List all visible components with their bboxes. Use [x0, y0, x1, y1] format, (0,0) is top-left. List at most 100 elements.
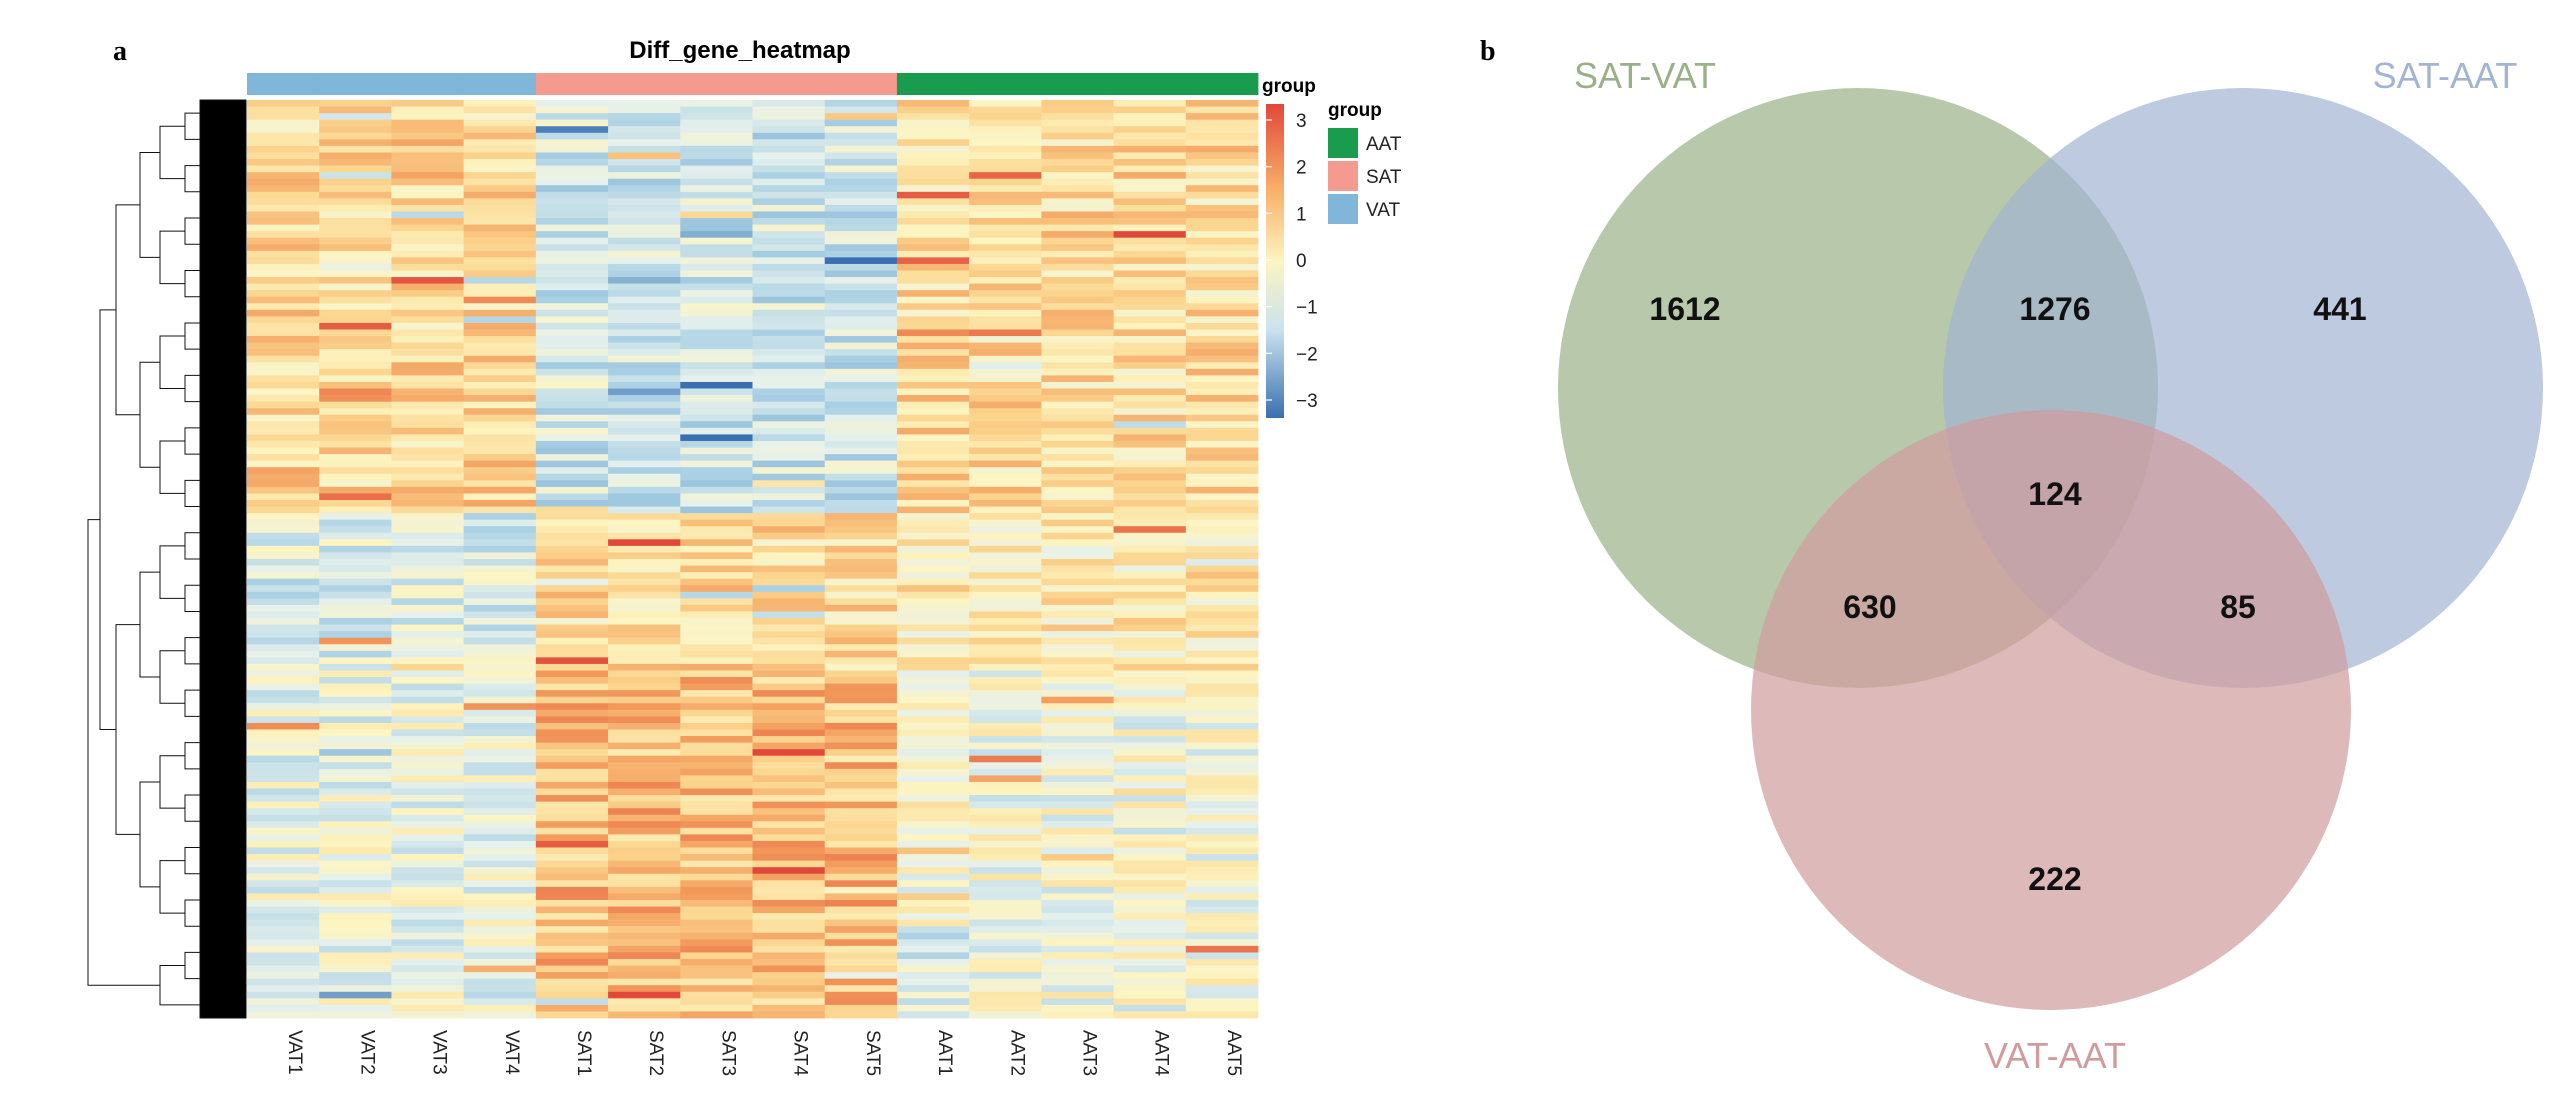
heatmap-cell [463, 159, 537, 166]
colorbar [1266, 104, 1284, 418]
heatmap-cell [391, 873, 465, 881]
heatmap-cell [319, 604, 392, 612]
heatmap-cell [824, 565, 898, 573]
heatmap-cell [824, 250, 898, 258]
heatmap-cell [1041, 106, 1114, 114]
heatmap-cell [680, 991, 753, 999]
heatmap-cell [463, 762, 537, 770]
heatmap-cell [680, 873, 753, 881]
heatmap-cell [1113, 440, 1187, 448]
heatmap-cell [608, 100, 681, 107]
heatmap-cell [535, 309, 609, 317]
heatmap-cell [752, 349, 826, 357]
heatmap-cell [896, 296, 970, 304]
heatmap-cell [752, 591, 826, 599]
heatmap-cell [896, 958, 970, 966]
dendrogram-branch [87, 519, 160, 986]
heatmap-cell [319, 427, 392, 435]
heatmap-cell [752, 775, 826, 783]
heatmap-cell [1041, 440, 1114, 448]
heatmap-cell [247, 860, 320, 868]
heatmap-cell [969, 729, 1042, 737]
heatmap-cell [608, 290, 681, 298]
heatmap-cell [1113, 683, 1187, 691]
heatmap-cell [896, 1004, 970, 1012]
heatmap-cell [391, 231, 465, 239]
heatmap-cell [1185, 322, 1259, 330]
heatmap-cell [463, 650, 537, 658]
heatmap-cell [319, 447, 392, 455]
heatmap-cell [896, 631, 970, 639]
heatmap-cell [1185, 729, 1259, 737]
heatmap-cell [969, 768, 1042, 776]
column-label: VAT2 [356, 1030, 377, 1075]
heatmap-cell [969, 257, 1042, 265]
heatmap-cell [824, 788, 898, 796]
heatmap-cell [1185, 552, 1259, 560]
heatmap-cell [1113, 716, 1187, 724]
heatmap-cell [1185, 998, 1259, 1006]
heatmap-cell [608, 106, 681, 114]
heatmap-cell [247, 958, 320, 966]
heatmap-cell [608, 513, 681, 521]
heatmap-cell [247, 473, 320, 481]
heatmap-cell [1041, 303, 1114, 311]
annotation-cell-sat [680, 73, 753, 95]
heatmap-cell [1041, 958, 1114, 966]
heatmap-cell [896, 781, 970, 789]
heatmap-cell [247, 624, 320, 632]
heatmap-cell [1185, 139, 1259, 147]
heatmap-cell [608, 218, 681, 225]
heatmap-cell [969, 198, 1042, 206]
heatmap-cell [247, 375, 320, 383]
heatmap-cell [535, 847, 609, 855]
heatmap-cell [535, 388, 609, 396]
heatmap-cell [391, 421, 465, 429]
heatmap-cell [1185, 978, 1259, 986]
row-dendrogram [87, 99, 247, 1019]
heatmap-cell [247, 854, 320, 862]
heatmap-cell [608, 277, 681, 284]
heatmap-cell [1113, 499, 1187, 507]
heatmap-cell [1113, 834, 1187, 842]
heatmap-cell [535, 152, 609, 160]
heatmap-cell [391, 349, 465, 357]
heatmap-cell [680, 939, 753, 947]
heatmap-cell [752, 244, 826, 252]
heatmap-cell [463, 395, 537, 403]
heatmap-cell [969, 440, 1042, 448]
heatmap-cell [247, 650, 320, 658]
heatmap-cell [391, 972, 465, 980]
heatmap-cell [969, 742, 1042, 750]
heatmap-cell [1185, 932, 1259, 940]
heatmap-cell [1041, 329, 1114, 337]
heatmap-cell [752, 381, 826, 389]
heatmap-cell [391, 729, 465, 737]
heatmap-cell [463, 329, 537, 337]
heatmap-cell [319, 440, 392, 448]
heatmap-cell [535, 565, 609, 573]
heatmap-cell [752, 513, 826, 521]
heatmap-cell [1041, 749, 1114, 757]
heatmap-cell [680, 401, 753, 409]
heatmap-cell [896, 342, 970, 350]
heatmap-cell [680, 690, 753, 698]
heatmap-cell [319, 847, 392, 855]
heatmap-cell [1185, 663, 1259, 671]
heatmap-cell [535, 421, 609, 429]
heatmap-cell [463, 703, 537, 711]
heatmap-cell [969, 637, 1042, 645]
heatmap-cell [969, 349, 1042, 357]
heatmap-cell [680, 775, 753, 783]
heatmap-cell [247, 768, 320, 776]
heatmap-cell [752, 290, 826, 298]
heatmap-cell [1041, 926, 1114, 934]
heatmap-cell [1113, 677, 1187, 684]
heatmap-cell [319, 231, 392, 239]
heatmap-cell [1113, 126, 1187, 134]
heatmap-cell [680, 539, 753, 547]
heatmap-cell [896, 198, 970, 206]
heatmap-cell [391, 788, 465, 796]
heatmap-cell [969, 893, 1042, 901]
heatmap-cell [969, 519, 1042, 527]
